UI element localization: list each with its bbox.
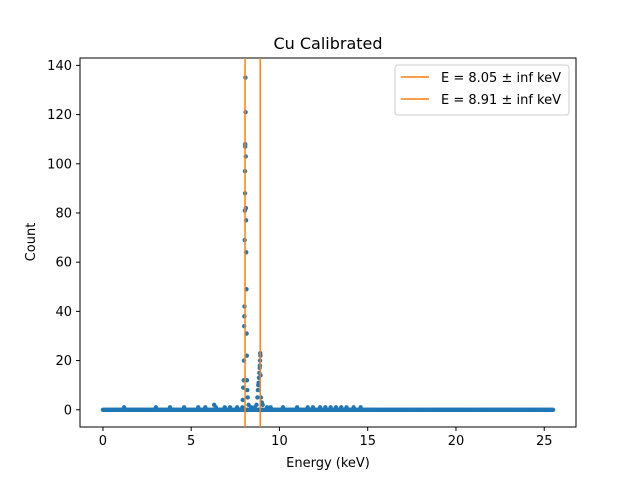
y-axis-label: Count	[24, 223, 39, 262]
data-point	[203, 405, 208, 410]
y-tick-label: 0	[64, 403, 72, 418]
legend-label-2: E = 8.91 ± inf keV	[441, 93, 561, 108]
plot-frame	[79, 57, 577, 428]
data-point	[249, 405, 254, 410]
y-tick-label: 120	[47, 108, 72, 123]
data-point	[328, 405, 333, 410]
data-points	[100, 75, 556, 412]
data-point	[245, 387, 250, 393]
data-point	[344, 405, 349, 410]
data-point	[305, 405, 310, 410]
data-point	[550, 407, 556, 412]
data-point	[358, 405, 363, 410]
x-tick-label: 20	[448, 434, 465, 449]
data-point	[264, 405, 270, 410]
data-point	[260, 402, 265, 408]
data-point	[196, 405, 201, 410]
y-tick-label: 40	[55, 305, 72, 320]
data-point	[245, 395, 250, 400]
y-axis-ticks: 0 20 40 60 80 100 120 140	[47, 59, 80, 418]
y-tick-label: 60	[55, 256, 72, 271]
data-point	[317, 405, 323, 410]
data-point	[323, 405, 328, 410]
x-axis-label: Energy (keV)	[286, 456, 370, 471]
x-tick-label: 0	[99, 434, 107, 449]
plot-area	[79, 57, 577, 428]
data-point	[234, 405, 240, 410]
x-tick-label: 25	[536, 434, 553, 449]
data-point	[222, 405, 227, 410]
chart-title: Cu Calibrated	[273, 34, 382, 53]
y-tick-label: 140	[47, 59, 72, 74]
data-point	[310, 405, 316, 410]
data-point	[254, 402, 259, 408]
data-point	[240, 397, 245, 403]
y-tick-label: 20	[55, 354, 72, 369]
x-tick-label: 10	[271, 434, 288, 449]
data-point	[213, 405, 219, 410]
data-point	[244, 378, 250, 383]
data-point	[333, 405, 339, 410]
data-point	[268, 405, 273, 410]
y-tick-label: 100	[47, 157, 72, 172]
data-point	[255, 387, 261, 393]
x-tick-label: 15	[359, 434, 376, 449]
data-point	[153, 405, 159, 410]
data-point	[181, 405, 187, 410]
legend: E = 8.05 ± inf keV E = 8.91 ± inf keV	[394, 64, 570, 116]
y-tick-label: 80	[55, 206, 72, 221]
data-point	[255, 395, 260, 400]
data-point	[351, 405, 356, 410]
x-tick-label: 5	[187, 434, 195, 449]
data-point	[280, 405, 286, 410]
legend-box	[394, 64, 570, 116]
vertical-lines	[244, 58, 261, 427]
data-point	[240, 405, 245, 410]
data-point	[294, 405, 300, 410]
data-point	[121, 405, 127, 410]
x-axis-ticks: 0 5 10 15 20 25	[99, 427, 553, 449]
data-point	[227, 405, 233, 410]
data-point	[339, 405, 344, 410]
legend-label-1: E = 8.05 ± inf keV	[441, 71, 561, 86]
data-point	[167, 405, 173, 410]
